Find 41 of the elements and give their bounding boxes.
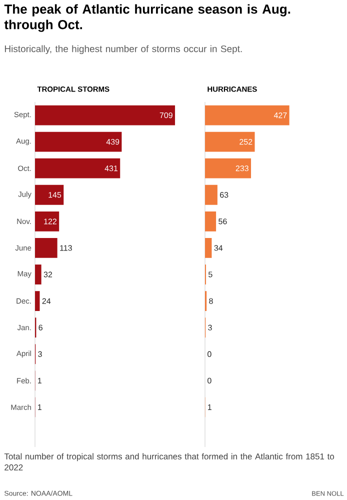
data-label: 34 — [214, 245, 223, 251]
data-label: 1 — [208, 404, 212, 410]
data-label: 113 — [60, 245, 72, 251]
bar — [34, 158, 120, 178]
data-label: 439 — [106, 138, 120, 145]
text: Total number of tropical storms and hurricanes that formed in the Atlantic from 1851 to 2022 — [4, 453, 334, 470]
data-label: 427 — [274, 112, 287, 118]
data-label: 3 — [38, 351, 42, 357]
bar — [204, 238, 212, 258]
data-label: 1 — [38, 378, 42, 384]
data-label: 233 — [236, 166, 248, 172]
bar — [34, 132, 122, 152]
bar — [34, 184, 64, 205]
data-label: 5 — [208, 272, 212, 278]
data-label: 63 — [220, 192, 228, 198]
bar — [204, 184, 218, 205]
bar — [204, 132, 255, 152]
data-label: 0 — [208, 351, 212, 357]
bar — [34, 238, 58, 258]
data-label: 1 — [38, 404, 42, 410]
data-label: 252 — [240, 138, 252, 145]
data-label: 6 — [38, 324, 42, 330]
data-label: 709 — [160, 112, 172, 118]
bar — [204, 158, 252, 178]
data-label: 3 — [208, 324, 212, 330]
bar — [34, 105, 176, 126]
data-label: 145 — [48, 192, 62, 198]
data-label: 56 — [218, 218, 227, 224]
data-label: 431 — [104, 166, 118, 172]
bar — [34, 264, 42, 284]
data-label: 24 — [42, 298, 51, 304]
data-label: 122 — [44, 218, 56, 224]
data-label: 8 — [209, 298, 213, 304]
bar — [34, 291, 40, 311]
data-label: 32 — [44, 272, 52, 278]
bar — [204, 105, 290, 126]
bar — [204, 211, 216, 232]
bar — [34, 211, 60, 232]
data-label: 0 — [208, 378, 212, 384]
text: Historically, the highest number of storms occur in Sept. — [4, 45, 242, 54]
text: The peak of Atlantic hurricane season is Aug. through Oct. — [4, 4, 290, 32]
